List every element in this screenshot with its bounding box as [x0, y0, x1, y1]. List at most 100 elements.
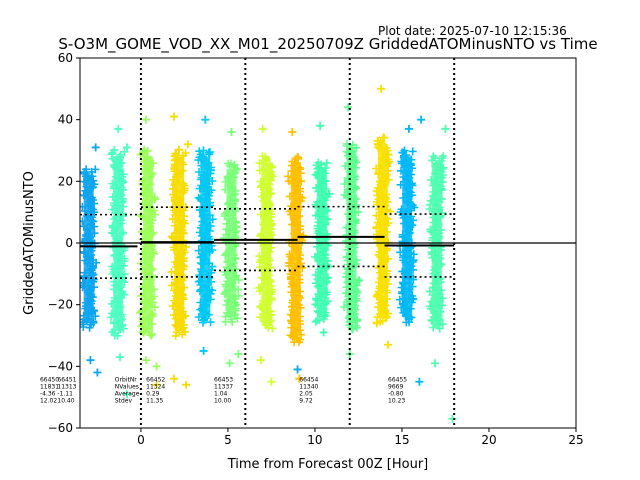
outlier-point-10	[183, 140, 192, 149]
stat-row-label-0: OrbitNr	[115, 377, 138, 384]
stat-block-1-line-2: -1.11	[57, 391, 73, 398]
outlier-point-31	[404, 124, 413, 133]
scatter-strip-core-10	[377, 144, 388, 318]
axes-layer: 0 5 10 15 20 25 −60 −40 −20 0 20 40 60	[48, 51, 584, 447]
x-tick-label-2: 10	[307, 433, 322, 447]
scatter-strip-core-0	[83, 175, 94, 324]
outlier-point-34	[431, 359, 440, 368]
stat-block-4-line-1: 11340	[299, 384, 318, 391]
outlier-point-9	[169, 112, 178, 121]
outlier-point-24	[293, 365, 302, 374]
stat-block-5-line-3: 10.23	[388, 398, 405, 405]
outlier-point-13	[201, 115, 210, 124]
outlier-point-21	[288, 128, 297, 136]
outlier-point-14	[199, 346, 208, 355]
y-axis-label: GriddedATOMinusNTO	[22, 171, 37, 315]
stat-block-0-line-1: 11831	[40, 384, 59, 391]
outlier-point-30	[384, 340, 393, 349]
chart-title: S-O3M_GOME_VOD_XX_M01_20250709Z GriddedA…	[58, 35, 597, 54]
outlier-point-12	[182, 380, 191, 389]
outlier-point-16	[225, 359, 234, 368]
y-tick-label-6: 60	[58, 51, 73, 65]
outlier-point-26	[319, 328, 328, 337]
scatter-strip-core-7	[290, 162, 301, 336]
y-tick-label-5: 40	[58, 113, 73, 127]
outlier-point-8	[152, 362, 161, 371]
x-tick-label-3: 15	[394, 433, 409, 447]
outlier-point-15	[227, 128, 236, 136]
outlier-point-27	[344, 103, 353, 112]
outlier-point-23	[295, 374, 304, 383]
stat-block-0-line-0: 66450	[40, 377, 59, 384]
y-tick-label-3: 0	[65, 236, 73, 250]
y-tick-label-2: −20	[48, 298, 73, 312]
plot-date: Plot date: 2025-07-10 12:15:36	[378, 24, 567, 38]
outlier-point-37	[122, 390, 131, 399]
x-tick-label-0: 0	[137, 433, 145, 447]
outlier-point-5	[116, 353, 125, 362]
stat-block-1-line-3: 10.40	[57, 398, 74, 405]
stat-block-3-line-3: 10.00	[214, 398, 231, 405]
scatter-strip-core-11	[402, 156, 413, 318]
outlier-point-18	[258, 124, 267, 133]
outlier-point-33	[415, 377, 424, 386]
outlier-point-19	[267, 377, 276, 386]
stat-row-label-1: NValues	[115, 384, 139, 391]
outlier-point-4	[122, 143, 131, 152]
data-layer	[80, 84, 457, 423]
stat-block-3-line-2: 1.04	[214, 391, 228, 398]
outlier-point-7	[142, 356, 151, 365]
scatter-strip-core-4	[200, 156, 211, 318]
outlier-point-0	[91, 143, 100, 152]
scatter-strip-7	[284, 153, 308, 347]
stat-block-4-line-0: 66454	[299, 377, 318, 384]
outlier-point-20	[256, 356, 265, 365]
outlier-point-38	[152, 380, 161, 389]
stat-block-0-line-3: 12.02	[40, 398, 57, 405]
outlier-point-2	[93, 368, 102, 377]
stat-block-5-line-1: 9669	[388, 384, 403, 391]
stat-block-3-line-0: 66453	[214, 377, 233, 384]
scatter-strip-8	[311, 158, 334, 326]
stat-block-4-line-3: 9.72	[299, 398, 313, 405]
outlier-point-35	[441, 124, 450, 133]
stat-block-1-line-0: 66451	[57, 377, 76, 384]
stat-block-2-line-3: 11.35	[146, 398, 163, 405]
scatter-strip-10	[372, 133, 395, 328]
outlier-point-11	[169, 374, 178, 383]
stat-block-0-line-2: -4.36	[40, 391, 56, 398]
outlier-point-17	[234, 350, 243, 358]
x-tick-label-4: 20	[481, 433, 496, 447]
y-tick-label-0: −60	[48, 421, 73, 435]
scatter-strip-4	[194, 146, 217, 327]
outlier-point-25	[316, 121, 325, 130]
outlier-point-1	[86, 356, 95, 365]
y-tick-label-4: 20	[58, 174, 73, 188]
scatter-strip-6	[254, 152, 277, 333]
x-tick-label-1: 5	[224, 433, 232, 447]
x-tick-label-5: 25	[568, 433, 583, 447]
outlier-point-29	[377, 84, 386, 93]
scatter-strip-0	[80, 165, 101, 332]
outlier-point-6	[142, 115, 151, 124]
stat-block-2-line-2: 0.29	[146, 391, 160, 398]
stat-block-2-line-1: 11324	[146, 384, 165, 391]
stat-block-5-line-2: -0.80	[388, 391, 404, 398]
stat-block-5-line-0: 66455	[388, 377, 407, 384]
x-axis-label: Time from Forecast 00Z [Hour]	[227, 457, 429, 472]
stat-row-label-3: Stdev	[115, 398, 133, 405]
scatter-strip-11	[395, 146, 419, 327]
stat-block-1-line-1: 11313	[57, 384, 76, 391]
stat-block-4-line-2: 2.05	[299, 391, 313, 398]
outlier-point-22	[297, 177, 306, 186]
stat-block-3-line-1: 11337	[214, 384, 233, 391]
outlier-point-32	[417, 115, 426, 124]
stat-row-label-2: Average	[115, 391, 140, 398]
outlier-point-36	[448, 414, 457, 423]
y-tick-label-1: −40	[48, 359, 73, 373]
outlier-point-3	[114, 124, 123, 133]
stat-block-2-line-0: 66452	[146, 377, 165, 384]
